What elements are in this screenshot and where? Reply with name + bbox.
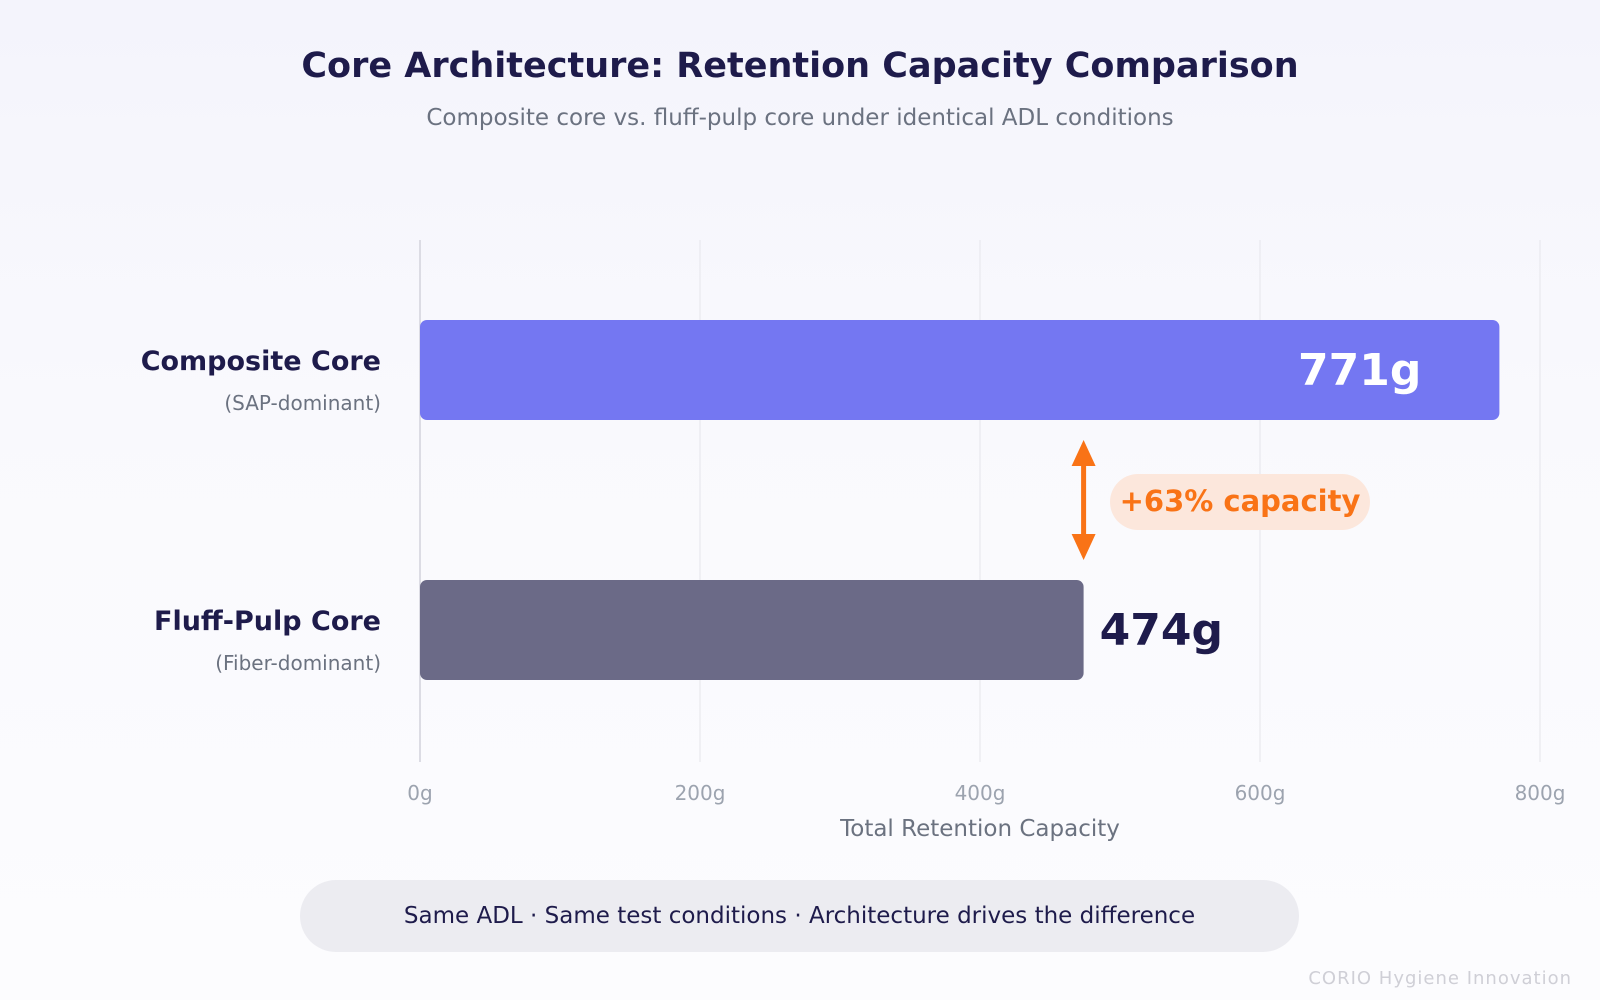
data-label: 474g: [1100, 605, 1223, 656]
annotation-badge: [1110, 474, 1370, 530]
category-label: Composite Core: [141, 346, 381, 377]
arrow-down-icon: [1071, 534, 1096, 560]
annotation-label: +63% capacity: [1120, 484, 1361, 518]
x-tick-label: 0g: [407, 781, 432, 805]
bar: [420, 580, 1084, 680]
category-sublabel: (SAP-dominant): [224, 391, 381, 415]
category-label: Fluff-Pulp Core: [154, 606, 381, 637]
chart-title: Core Architecture: Retention Capacity Co…: [301, 46, 1299, 86]
bar: [420, 320, 1500, 420]
x-tick-label: 200g: [675, 781, 726, 805]
x-tick-label: 800g: [1515, 781, 1566, 805]
data-label: 771g: [1298, 345, 1421, 396]
x-tick-label: 400g: [955, 781, 1006, 805]
chart-subtitle: Composite core vs. fluff-pulp core under…: [426, 105, 1174, 131]
x-tick-label: 600g: [1235, 781, 1286, 805]
x-axis-label: Total Retention Capacity: [839, 816, 1120, 842]
footer-note: Same ADL · Same test conditions · Archit…: [300, 880, 1299, 952]
arrow-up-icon: [1071, 440, 1096, 466]
brand-watermark: CORIO Hygiene Innovation: [1308, 968, 1572, 989]
category-sublabel: (Fiber-dominant): [215, 651, 381, 675]
